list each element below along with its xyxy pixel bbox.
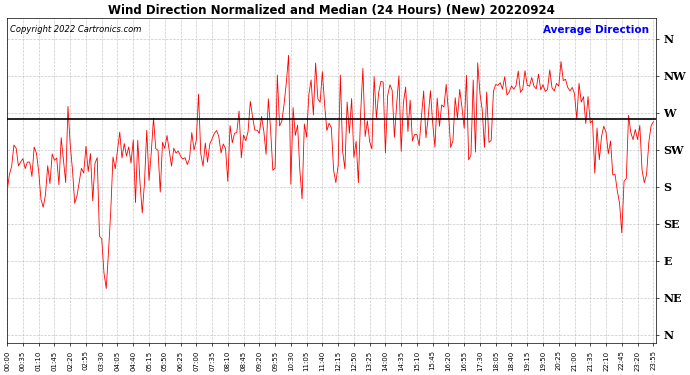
Text: Copyright 2022 Cartronics.com: Copyright 2022 Cartronics.com: [10, 25, 141, 34]
Text: Average Direction: Average Direction: [543, 25, 649, 35]
Title: Wind Direction Normalized and Median (24 Hours) (New) 20220924: Wind Direction Normalized and Median (24…: [108, 4, 555, 17]
